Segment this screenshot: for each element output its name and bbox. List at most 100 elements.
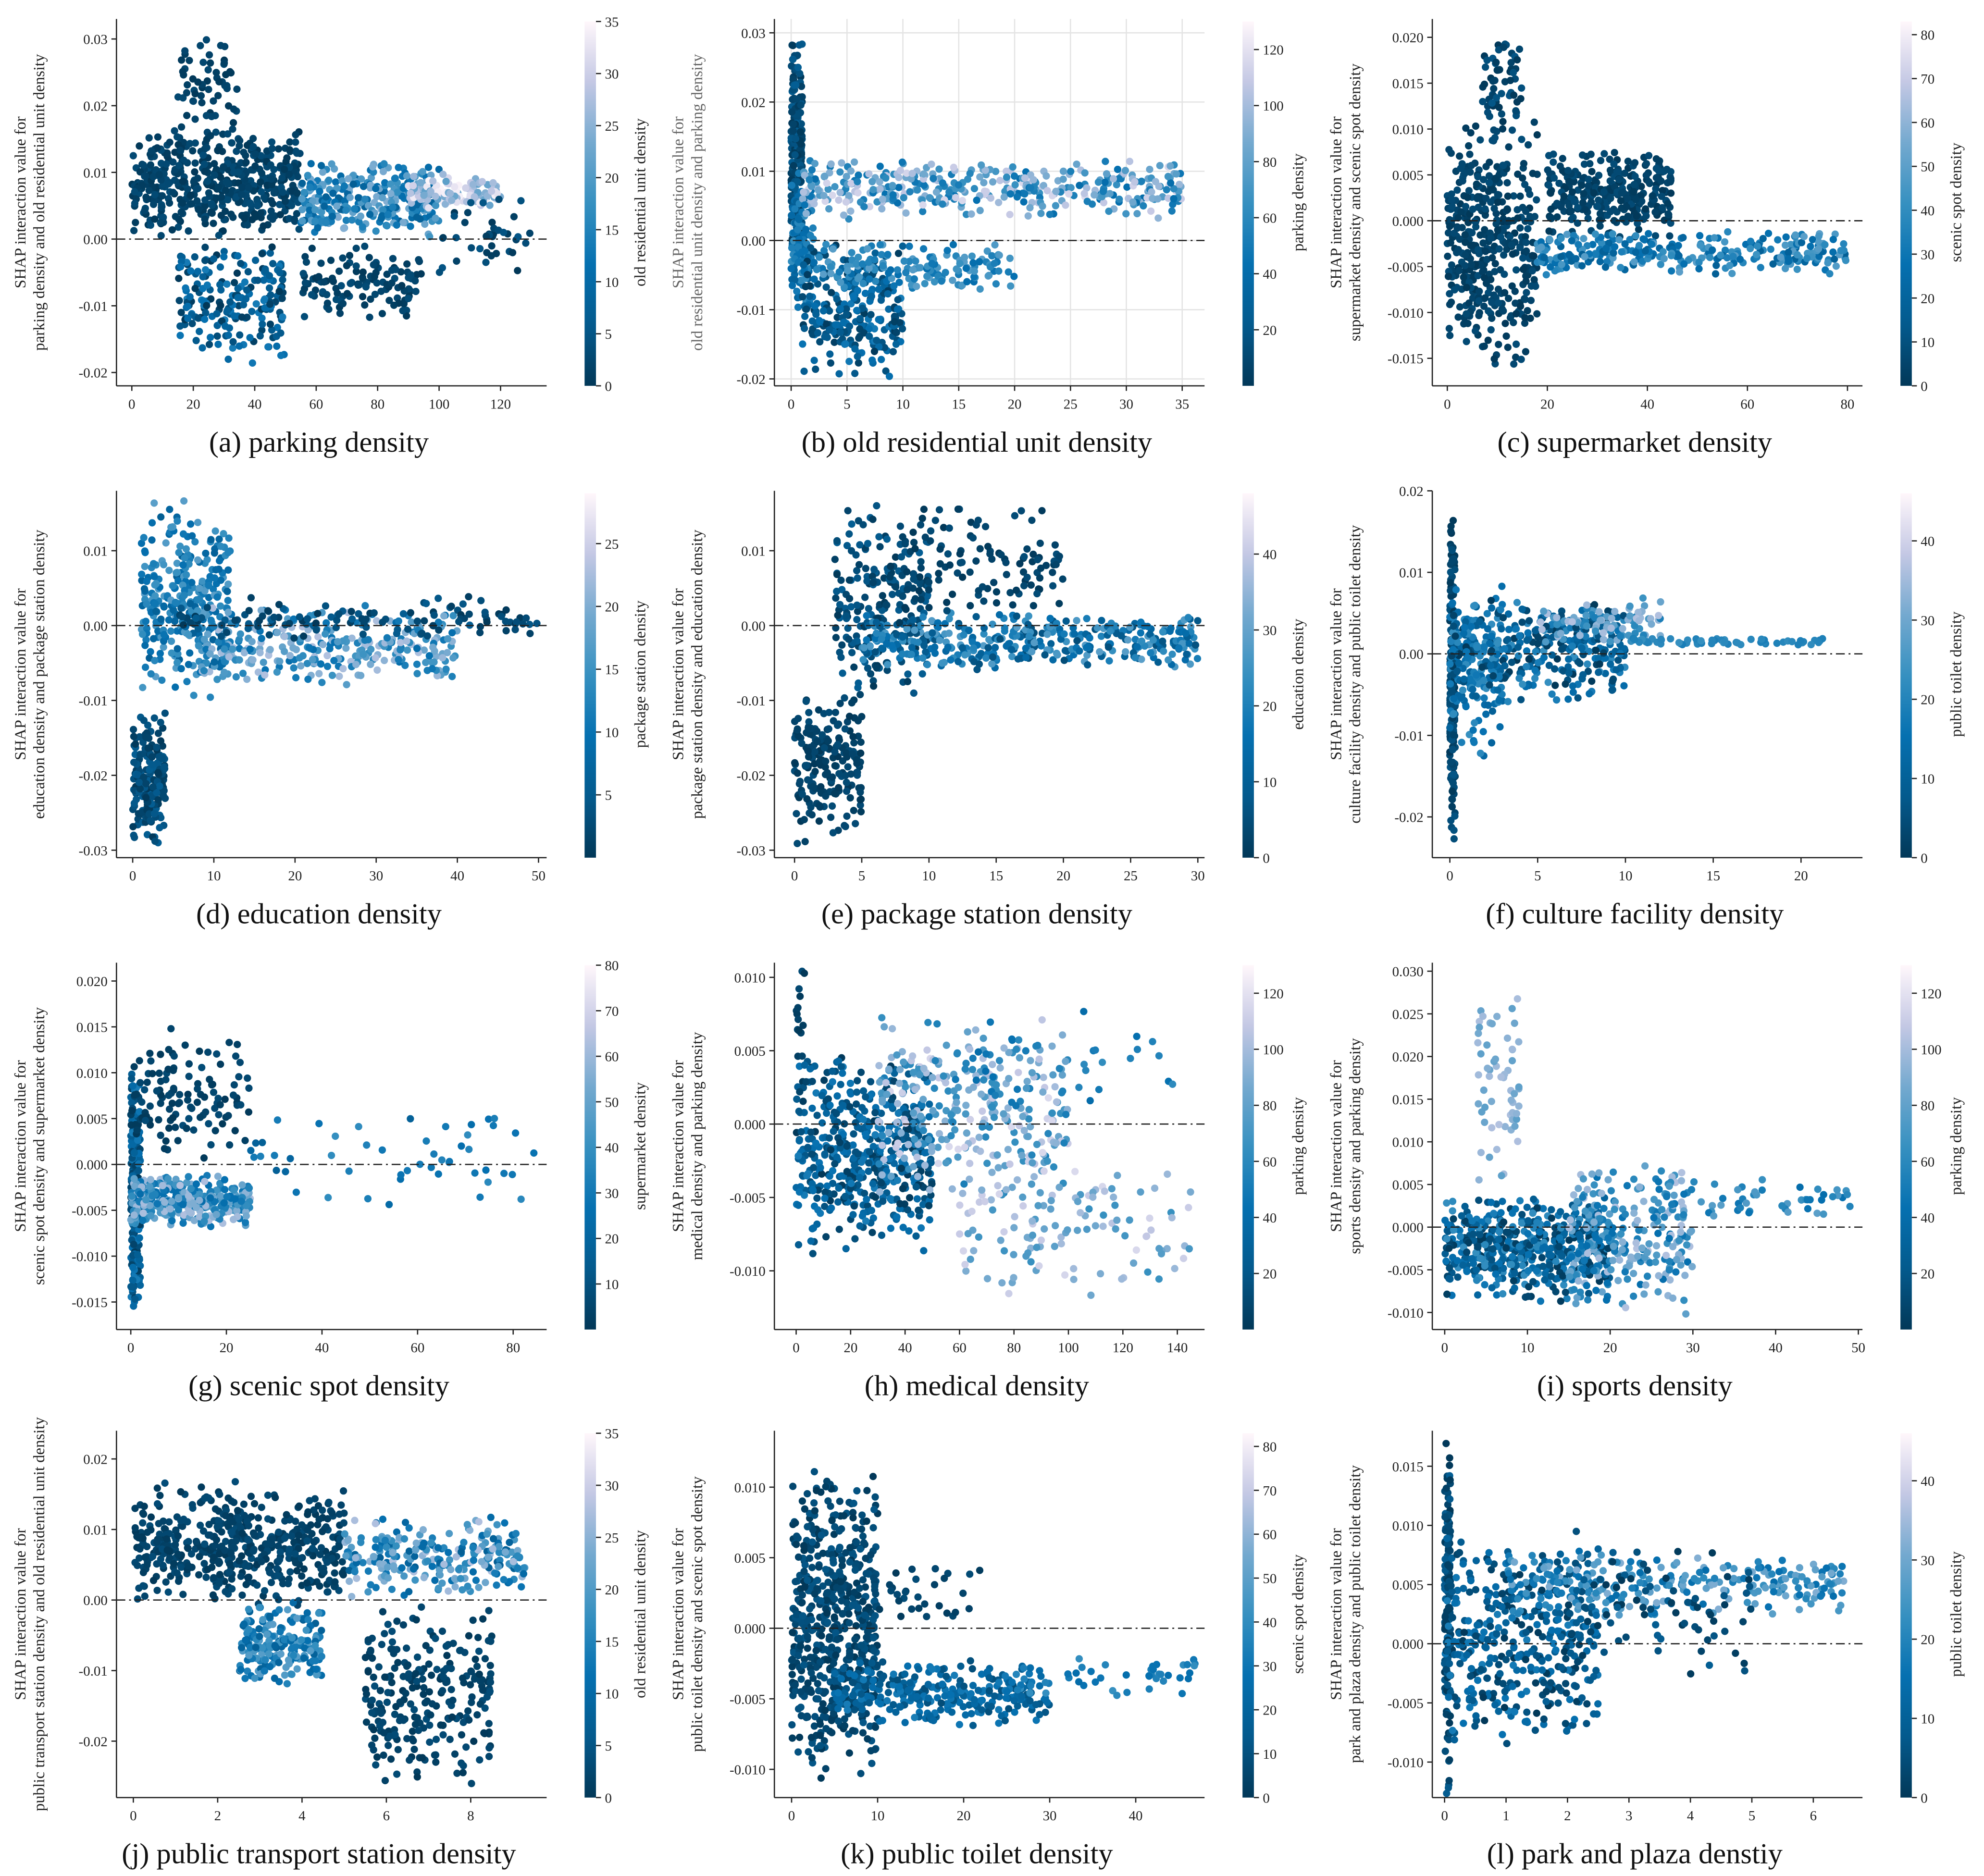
data-point	[217, 632, 225, 640]
data-point	[870, 347, 879, 355]
data-point	[919, 208, 927, 215]
data-point	[1166, 162, 1174, 170]
data-point	[188, 532, 196, 540]
data-point	[462, 184, 470, 192]
data-point	[188, 320, 196, 328]
data-point	[822, 757, 830, 765]
data-point	[145, 134, 153, 142]
data-point	[1590, 189, 1598, 197]
data-point	[174, 659, 181, 666]
data-point	[223, 280, 231, 288]
data-point	[260, 222, 267, 230]
data-point	[1483, 56, 1491, 64]
data-point	[1642, 160, 1650, 168]
data-point	[281, 197, 289, 205]
data-point	[797, 83, 806, 90]
data-point	[1632, 248, 1639, 256]
data-point	[224, 331, 232, 339]
data-point	[1011, 181, 1019, 189]
data-point	[205, 581, 212, 589]
data-point	[1547, 263, 1554, 271]
data-point	[1648, 240, 1656, 248]
data-point	[1146, 165, 1153, 173]
data-point	[328, 274, 336, 282]
data-point	[268, 145, 276, 152]
data-point	[1664, 199, 1672, 208]
data-point	[1785, 248, 1792, 256]
data-point	[335, 610, 343, 618]
data-point	[807, 803, 815, 811]
data-point	[141, 172, 149, 180]
data-point	[1052, 202, 1060, 210]
data-point	[1473, 180, 1480, 188]
data-point	[835, 770, 843, 778]
data-point	[1814, 245, 1823, 253]
data-point	[162, 160, 170, 168]
data-point	[168, 226, 176, 234]
data-point	[1152, 178, 1160, 185]
data-point	[322, 193, 330, 201]
data-point	[854, 189, 862, 197]
data-point	[813, 738, 821, 746]
data-point	[224, 355, 232, 363]
data-point	[1530, 252, 1538, 260]
data-point	[260, 276, 268, 284]
data-point	[856, 691, 864, 699]
data-point	[194, 596, 201, 604]
data-point	[1487, 198, 1495, 206]
data-point	[1595, 196, 1602, 204]
data-point	[246, 333, 254, 342]
data-point	[1167, 179, 1175, 187]
data-point	[191, 253, 198, 261]
data-point	[298, 217, 306, 225]
data-point	[1505, 143, 1513, 151]
data-point	[379, 194, 386, 202]
data-point	[1447, 298, 1455, 306]
data-point	[869, 185, 877, 194]
colorbar-tick-label: 60	[1263, 211, 1277, 226]
data-point	[370, 609, 378, 617]
data-point	[502, 627, 510, 635]
data-point	[238, 191, 246, 198]
data-point	[1026, 204, 1034, 211]
data-point	[203, 281, 211, 289]
data-point	[175, 296, 183, 305]
data-point	[838, 159, 845, 167]
data-point	[1080, 190, 1088, 197]
data-point	[157, 513, 165, 521]
data-point	[167, 523, 175, 531]
data-point	[404, 295, 412, 302]
colorbar-tick-label: 80	[1921, 28, 1934, 43]
data-point	[811, 767, 819, 776]
data-point	[168, 649, 175, 657]
data-point	[143, 578, 150, 585]
x-tick-label: 0	[788, 396, 794, 412]
data-point	[194, 314, 202, 322]
data-point	[149, 783, 157, 791]
data-point	[996, 177, 1004, 185]
data-point	[1474, 173, 1482, 181]
data-point	[1606, 166, 1614, 174]
data-point	[1487, 326, 1495, 333]
data-point	[1697, 241, 1704, 249]
data-point	[1624, 212, 1632, 220]
data-point	[231, 279, 238, 286]
data-point	[1578, 151, 1587, 159]
data-point	[326, 645, 334, 653]
data-point	[877, 296, 885, 304]
data-point	[1782, 233, 1790, 241]
data-point	[330, 657, 338, 665]
data-point	[977, 161, 985, 169]
data-point	[833, 721, 842, 729]
data-point	[1500, 43, 1508, 51]
data-point	[367, 660, 374, 668]
data-point	[800, 368, 808, 375]
data-point	[1488, 314, 1496, 322]
data-point	[266, 646, 274, 654]
data-point	[149, 560, 158, 568]
data-point	[224, 597, 232, 605]
data-point	[373, 666, 381, 674]
data-point	[270, 189, 278, 197]
data-point	[1490, 85, 1498, 93]
data-point	[991, 241, 999, 249]
